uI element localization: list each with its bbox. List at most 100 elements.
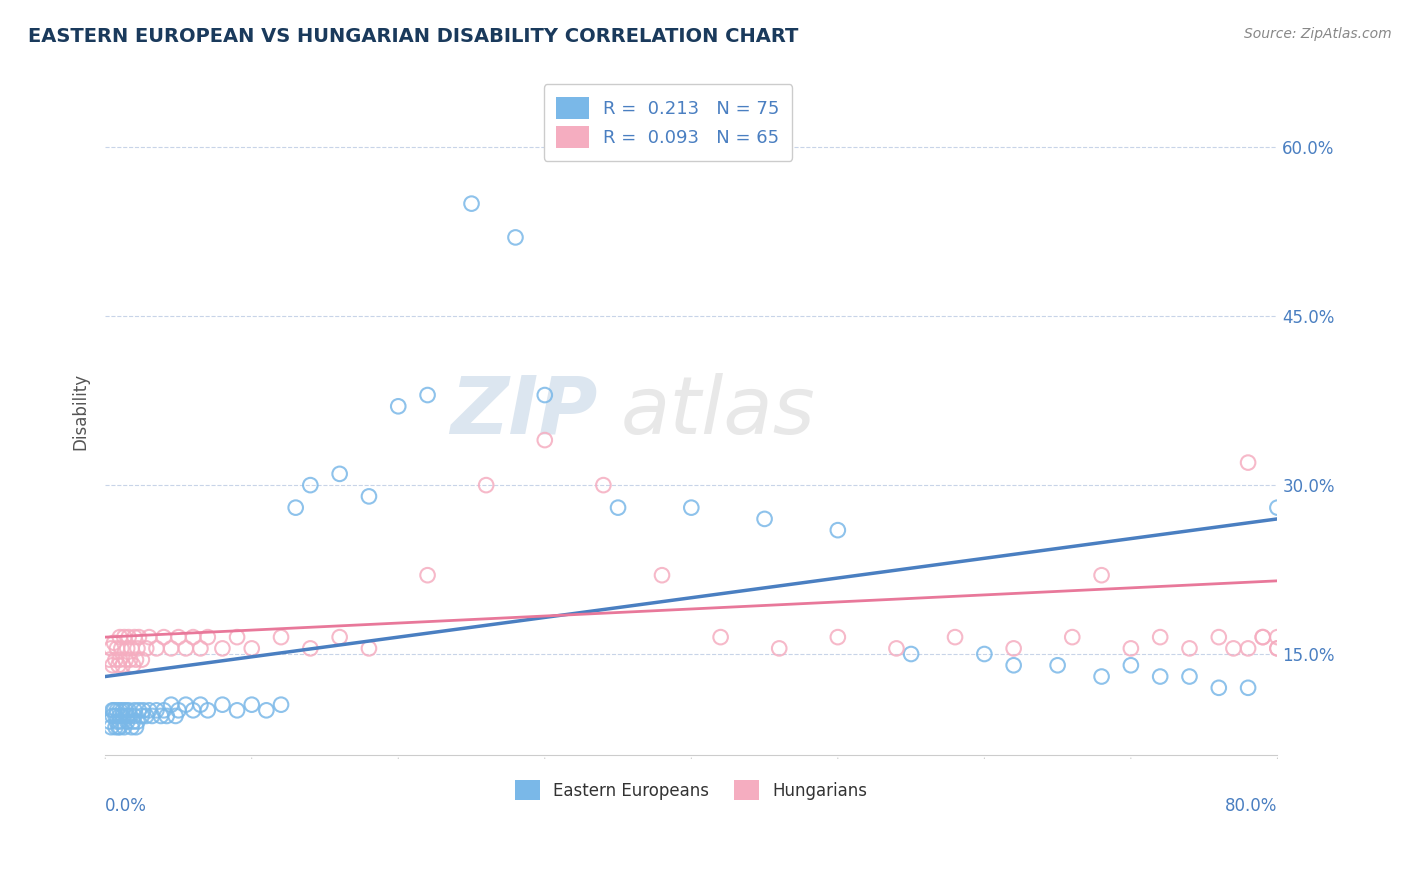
Point [357,489,380,503]
Point [1251,630,1274,644]
Point [118,630,141,644]
Point [125,720,148,734]
Point [121,641,143,656]
Point [135,709,157,723]
Point [167,703,190,717]
Point [132,703,155,717]
Point [211,641,233,656]
Point [533,388,555,402]
Point [1149,630,1171,644]
Point [128,630,150,644]
Point [768,641,790,656]
Point [108,703,131,717]
Point [135,641,157,656]
Point [1208,681,1230,695]
Point [160,698,183,712]
Point [104,709,127,723]
Point [125,653,148,667]
Point [1237,681,1260,695]
Point [156,709,179,723]
Point [1267,630,1289,644]
Point [284,500,307,515]
Point [120,709,142,723]
Point [107,720,129,734]
Point [387,399,409,413]
Point [105,641,128,656]
Point [299,478,322,492]
Point [270,630,292,644]
Point [1267,500,1289,515]
Y-axis label: Disability: Disability [72,374,89,450]
Point [118,703,141,717]
Point [1267,641,1289,656]
Text: Source: ZipAtlas.com: Source: ZipAtlas.com [1244,27,1392,41]
Point [145,703,167,717]
Point [104,720,127,734]
Point [197,630,219,644]
Point [329,630,352,644]
Point [124,703,146,717]
Point [475,478,498,492]
Point [1149,669,1171,683]
Point [111,703,134,717]
Point [181,703,204,717]
Text: EASTERN EUROPEAN VS HUNGARIAN DISABILITY CORRELATION CHART: EASTERN EUROPEAN VS HUNGARIAN DISABILITY… [28,27,799,45]
Point [1002,641,1025,656]
Point [190,641,212,656]
Point [111,658,134,673]
Legend: Eastern Europeans, Hungarians: Eastern Europeans, Hungarians [506,772,876,809]
Point [131,653,153,667]
Point [153,703,176,717]
Point [533,433,555,447]
Point [505,230,527,244]
Point [115,641,138,656]
Point [124,630,146,644]
Point [973,647,995,661]
Point [98,714,121,729]
Point [122,714,145,729]
Point [141,709,163,723]
Point [416,568,439,582]
Point [131,709,153,723]
Point [108,714,131,729]
Point [107,658,129,673]
Point [1046,658,1069,673]
Point [900,647,922,661]
Point [1178,669,1201,683]
Point [105,703,128,717]
Point [329,467,352,481]
Point [160,641,183,656]
Text: atlas: atlas [621,373,815,451]
Point [1178,641,1201,656]
Point [103,636,125,650]
Point [1237,456,1260,470]
Point [115,709,138,723]
Point [1002,658,1025,673]
Point [100,641,122,656]
Point [103,703,125,717]
Point [299,641,322,656]
Point [270,698,292,712]
Point [827,523,849,537]
Point [100,720,122,734]
Point [108,630,131,644]
Point [165,709,187,723]
Point [127,714,149,729]
Point [108,709,131,723]
Point [121,720,143,734]
Point [149,709,172,723]
Point [190,698,212,712]
Point [1119,641,1142,656]
Point [240,698,263,712]
Point [1267,641,1289,656]
Point [226,703,249,717]
Point [607,500,630,515]
Text: ZIP: ZIP [450,373,598,451]
Point [240,641,263,656]
Point [827,630,849,644]
Point [115,714,138,729]
Point [416,388,439,402]
Point [111,709,134,723]
Point [357,641,380,656]
Point [1222,641,1244,656]
